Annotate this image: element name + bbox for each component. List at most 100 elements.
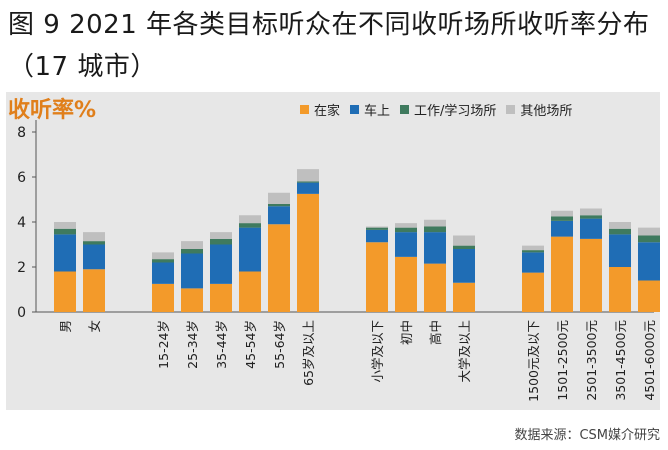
bar-segment-4 — [638, 227, 660, 236]
bar-segment-4 — [424, 219, 446, 227]
bar-segment-3 — [424, 226, 446, 233]
x-tick-label: 45-54岁 — [243, 320, 258, 369]
x-tick-label: 高中 — [428, 320, 443, 345]
bar-segment-4 — [522, 245, 544, 251]
bar-segment-3 — [580, 215, 602, 219]
legend: 在家 车上 工作/学习场所 其他场所 — [300, 100, 572, 119]
x-tick-label: 35-44岁 — [214, 320, 229, 369]
bar-segment-1 — [83, 269, 105, 312]
bar-segment-2 — [424, 232, 446, 264]
bar-segment-2 — [453, 249, 475, 283]
source-note: 数据来源：CSM媒介研究 — [514, 428, 660, 443]
bar-segment-2 — [638, 242, 660, 281]
bar-segment-3 — [551, 216, 573, 221]
bar-segment-3 — [366, 227, 388, 230]
bar-segment-1 — [239, 271, 261, 312]
bar-segment-1 — [395, 256, 417, 312]
bar-segment-1 — [551, 236, 573, 312]
x-tick-label: 小学及以下 — [370, 320, 385, 383]
bar-segment-4 — [609, 222, 631, 229]
bar-segment-4 — [297, 169, 319, 182]
bar-segment-1 — [268, 224, 290, 312]
y-tick-label: 6 — [17, 170, 26, 186]
bar-segment-2 — [609, 234, 631, 267]
bar-segment-2 — [83, 244, 105, 270]
x-tick-label: 女 — [87, 320, 102, 333]
bar-segment-4 — [453, 235, 475, 246]
y-tick-label: 0 — [17, 305, 26, 321]
bar-segment-2 — [239, 227, 261, 272]
legend-item-car: 车上 — [350, 100, 390, 119]
bar-segment-3 — [638, 235, 660, 243]
bar-segment-4 — [551, 210, 573, 217]
bar-segment-1 — [181, 288, 203, 312]
bar-segment-4 — [366, 226, 388, 228]
bar-segment-3 — [210, 238, 232, 245]
bar-segment-2 — [366, 229, 388, 243]
legend-swatch-work — [400, 105, 410, 114]
bar-segment-2 — [54, 234, 76, 272]
bar-segment-1 — [580, 238, 602, 312]
bar-segment-1 — [453, 282, 475, 312]
bar-segment-1 — [638, 280, 660, 312]
bar-segment-3 — [453, 245, 475, 249]
chart-area: 收听率% 0 2 4 6 8 男 女 15-24岁 25-34岁 35-44岁 45-54岁 55-6… — [6, 92, 660, 410]
bar-segment-2 — [551, 220, 573, 237]
bar-segment-4 — [239, 215, 261, 224]
bar-segment-2 — [395, 232, 417, 257]
bar-segment-3 — [54, 228, 76, 235]
y-tick-label: 8 — [17, 125, 26, 141]
bar-segment-4 — [83, 232, 105, 242]
bar-segment-4 — [210, 232, 232, 239]
bar-segment-3 — [268, 204, 290, 207]
legend-swatch-car — [350, 105, 360, 114]
bar-segment-4 — [152, 252, 174, 260]
bar-segment-4 — [268, 192, 290, 204]
chart-title: 图 9 2021 年各类目标听众在不同收听场所收听率分布（17 城市） — [8, 10, 650, 82]
bar-segment-3 — [239, 223, 261, 228]
bar-segment-1 — [297, 193, 319, 312]
bar-segment-4 — [580, 208, 602, 216]
bar-segment-3 — [522, 250, 544, 253]
bar-segment-4 — [181, 241, 203, 249]
bar-segment-4 — [54, 222, 76, 229]
x-tick-label: 2501-3500元 — [584, 320, 599, 401]
stacked-bar-chart: 0 2 4 6 8 男 女 15-24岁 25-34岁 35-44岁 45-54岁 55-64岁 65岁… — [17, 120, 660, 402]
bar-segment-2 — [522, 252, 544, 273]
bar-segment-2 — [181, 253, 203, 289]
bar-segment-1 — [54, 271, 76, 312]
x-tick-label: 4501-6000元 — [642, 320, 657, 401]
legend-item-work: 工作/学习场所 — [400, 100, 496, 119]
bar-segment-1 — [424, 263, 446, 312]
x-tick-label: 25-34岁 — [185, 320, 200, 369]
legend-label-other: 其他场所 — [520, 104, 573, 119]
y-axis-label: 收听率% — [8, 98, 97, 123]
legend-item-other: 其他场所 — [506, 100, 572, 119]
bar-segment-2 — [210, 244, 232, 284]
legend-swatch-home — [300, 105, 309, 114]
x-tick-label: 初中 — [399, 320, 414, 345]
bar-segment-3 — [152, 259, 174, 263]
bar-segment-3 — [83, 241, 105, 245]
bar-segment-1 — [210, 283, 232, 312]
bar-segment-1 — [609, 267, 631, 312]
legend-label-car: 车上 — [364, 104, 391, 119]
x-tick-label: 大学及以上 — [457, 320, 472, 383]
legend-label-home: 在家 — [314, 104, 341, 119]
bar-segment-1 — [522, 272, 544, 312]
legend-swatch-other — [506, 105, 516, 114]
bar-segment-4 — [395, 223, 417, 228]
x-tick-label: 55-64岁 — [272, 320, 287, 369]
bar-segment-2 — [268, 206, 290, 225]
bar-segment-3 — [297, 181, 319, 183]
x-tick-label: 65岁及以上 — [301, 320, 316, 386]
y-tick-label: 4 — [17, 215, 26, 231]
bar-segment-1 — [152, 283, 174, 312]
y-tick-label: 2 — [17, 260, 26, 276]
bar-segment-2 — [580, 218, 602, 239]
bar-segment-2 — [152, 262, 174, 284]
x-tick-label: 1500元及以下 — [526, 320, 541, 402]
bar-segment-1 — [366, 242, 388, 312]
bar-segment-3 — [395, 227, 417, 233]
legend-item-home: 在家 — [300, 100, 340, 119]
